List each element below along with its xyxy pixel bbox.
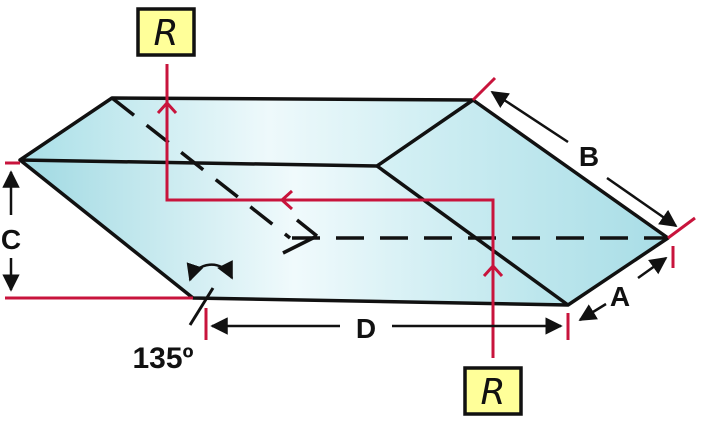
input-marker-box: R xyxy=(136,7,196,57)
label-b: B xyxy=(579,141,599,172)
prism-hidden-edge xyxy=(110,96,668,240)
label-a: A xyxy=(610,281,630,312)
ray-path xyxy=(156,64,504,358)
prism-side-face xyxy=(377,100,668,305)
dimension-arrows xyxy=(2,90,678,335)
reference-lines xyxy=(5,76,696,340)
dimension-a-arrow-bottom xyxy=(578,302,607,322)
label-angle: 135º xyxy=(132,342,193,375)
label-c: C xyxy=(1,224,21,255)
output-marker-label: R xyxy=(480,372,505,413)
angle-indicator xyxy=(186,259,234,326)
prism-hidden-vertex xyxy=(282,218,319,255)
label-d: D xyxy=(356,313,376,344)
output-marker-box: R xyxy=(463,366,523,416)
dimension-a-arrow-top xyxy=(637,256,668,280)
input-marker-label: R xyxy=(153,13,178,54)
dimension-b-arrow-bottom xyxy=(606,176,678,228)
dimension-b-arrow-top xyxy=(490,90,569,144)
